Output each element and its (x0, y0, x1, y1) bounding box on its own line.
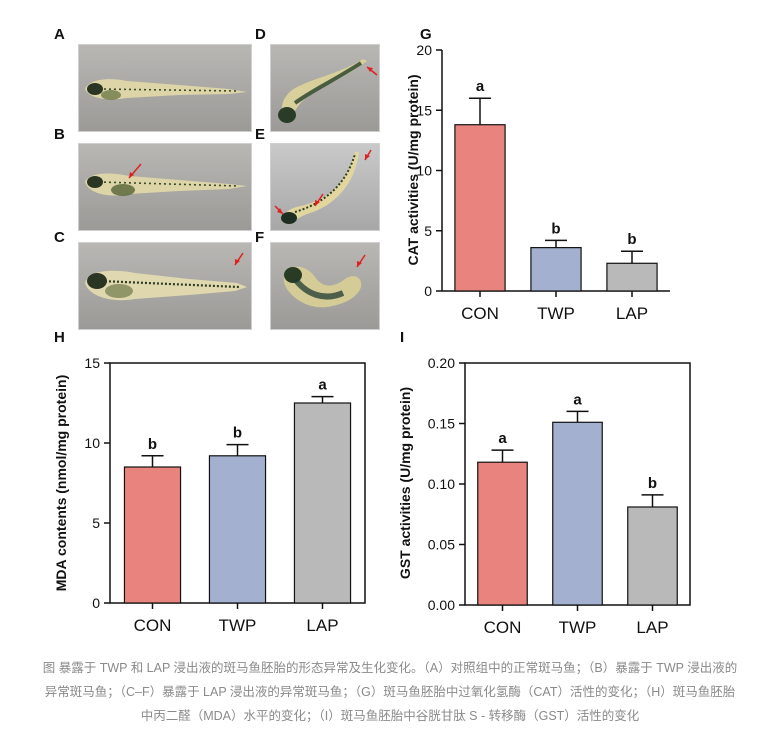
g-x-tick-label: LAP (616, 304, 648, 323)
h-bar-lap (293, 402, 352, 604)
i-significance-label: b (648, 475, 657, 492)
h-y-tick-label: 10 (84, 435, 100, 451)
panel-label-e: E (255, 126, 266, 143)
photo-a-normal-larva (78, 44, 252, 132)
g-y-tick-label: 10 (416, 163, 432, 179)
g-x-tick-label: TWP (537, 304, 575, 323)
h-x-tick-label: CON (134, 616, 172, 635)
panel-label-a: A (54, 26, 65, 43)
panel-label-h: H (54, 329, 65, 346)
h-x-tick-label: TWP (219, 616, 257, 635)
g-significance-label: b (551, 220, 560, 237)
i-y-tick-label: 0.10 (428, 476, 455, 492)
g-y-tick-label: 20 (416, 42, 432, 58)
h-x-tick-label: LAP (306, 616, 338, 635)
photo-d-curved-larva (270, 44, 380, 132)
gst-y-axis-label: GST activities (U/mg protein) (397, 387, 413, 579)
i-x-tick-label: CON (484, 618, 522, 637)
photo-c-abnormal-larva (78, 242, 252, 330)
panel-label-g: G (420, 26, 432, 43)
g-bar-con (454, 124, 506, 292)
panel-label-d: D (255, 26, 266, 43)
g-y-tick-label: 5 (424, 223, 432, 239)
photo-e-bent-larva (270, 143, 380, 231)
h-significance-label: b (233, 425, 242, 442)
h-y-tick-label: 15 (84, 355, 100, 371)
g-y-tick-label: 15 (416, 102, 432, 118)
cat-activity-chart: CAT activities (U/mg protein) 0 5 10 15 20 a C… (405, 42, 670, 323)
photo-b-abnormal-larva (78, 143, 252, 231)
photo-f-deformed-larva (270, 242, 380, 330)
panel-label-c: C (54, 229, 65, 246)
panel-label-f: F (255, 229, 265, 246)
i-bar-con (477, 461, 528, 606)
h-y-tick-label: 5 (92, 515, 100, 531)
h-significance-label: a (318, 377, 327, 394)
i-bar-lap (627, 506, 678, 606)
g-significance-label: a (476, 78, 485, 95)
g-x-tick-label: CON (461, 304, 499, 323)
i-x-tick-label: TWP (559, 618, 597, 637)
i-y-tick-label: 0.05 (428, 537, 455, 553)
mda-y-axis-label: MDA contents (nmol/mg protein) (53, 375, 69, 591)
i-y-tick-label: 0.20 (428, 355, 455, 371)
gst-activity-chart: GST activities (U/mg protein) 0.00 0.05 0.… (397, 355, 691, 637)
figure-caption: 图 暴露于 TWP 和 LAP 浸出液的斑马鱼胚胎的形态异常及生化变化。（A）对… (42, 661, 738, 723)
i-significance-label: a (573, 391, 582, 408)
panel-label-i: I (400, 329, 405, 346)
i-y-tick-label: 0.15 (428, 416, 455, 432)
h-y-tick-label: 0 (92, 595, 100, 611)
g-y-tick-label: 0 (424, 283, 432, 299)
g-significance-label: b (627, 231, 636, 248)
h-bar-con (123, 466, 182, 604)
i-y-tick-label: 0.00 (428, 597, 455, 613)
g-bar-twp (530, 247, 582, 292)
mda-content-chart: MDA contents (nmol/mg protein) 0 5 10 15 b CO… (53, 355, 366, 635)
cat-y-axis-label: CAT activities (U/mg protein) (405, 74, 421, 265)
panel-label-b: B (54, 126, 65, 143)
h-bar-twp (208, 455, 267, 604)
h-significance-label: b (148, 436, 157, 453)
i-x-tick-label: LAP (636, 618, 668, 637)
g-bar-lap (606, 262, 658, 292)
i-bar-twp (552, 421, 603, 606)
i-significance-label: a (498, 430, 507, 447)
